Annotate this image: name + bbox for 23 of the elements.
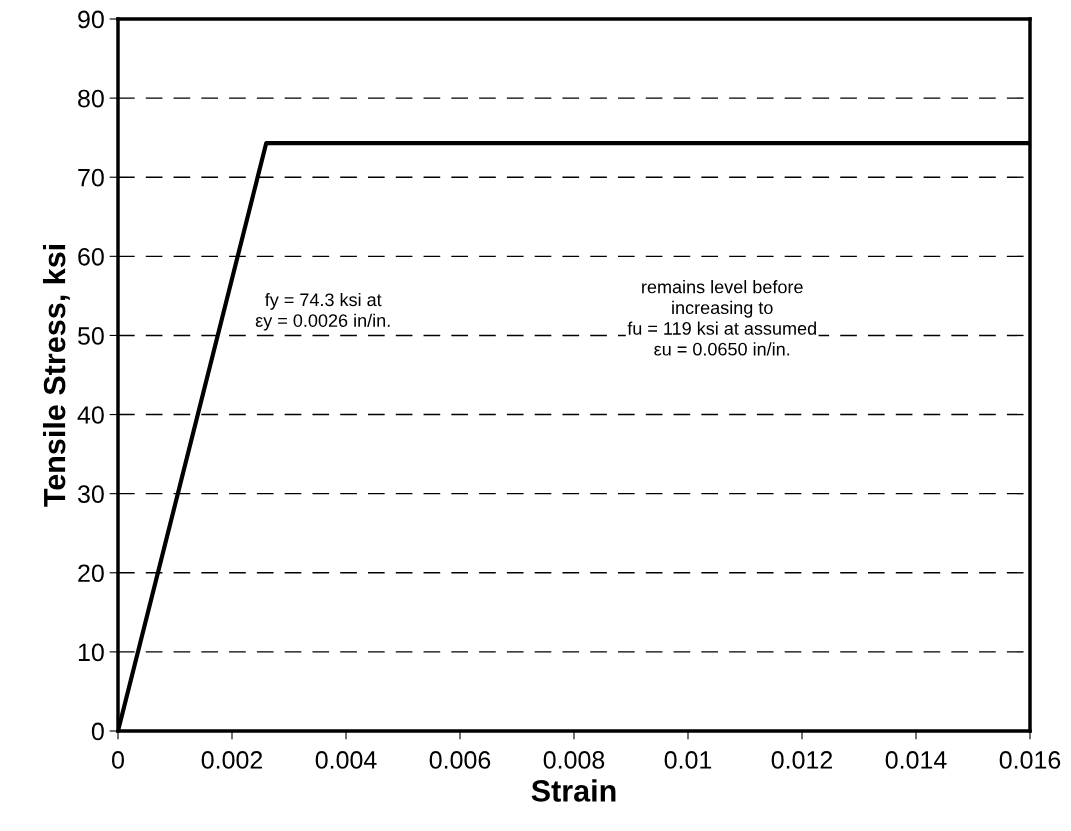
y-tick-label: 40 — [77, 406, 104, 424]
y-axis-title: Tensile Stress, ksi — [42, 244, 70, 507]
y-tick-label: 0 — [91, 722, 104, 741]
y-tick-label: 60 — [78, 247, 104, 266]
y-tick-label: 90 — [78, 10, 104, 29]
y-tick-label: 30 — [77, 485, 104, 503]
x-tick-label: 0.006 — [429, 751, 491, 769]
x-tick-label: 0.004 — [315, 751, 377, 769]
x-tick-label: 0.01 — [664, 751, 712, 769]
x-tick-label: 0.014 — [885, 751, 947, 769]
annotation: fy = 74.3 ksi at εy = 0.0026 in/in. — [255, 292, 390, 331]
x-axis-title: Strain — [531, 779, 616, 802]
annotation: remains level before increasing to fu = 119 ksi at assumed εu = 0.0650 in/in. — [627, 280, 816, 356]
x-tick-label: 0.008 — [543, 751, 605, 769]
y-tick-label: 20 — [78, 564, 104, 583]
y-tick-label: 10 — [78, 643, 104, 662]
y-tick-label: 80 — [78, 89, 104, 108]
x-tick-label: 0 — [112, 751, 124, 769]
y-tick-label: 70 — [78, 168, 104, 187]
y-tick-label: 50 — [78, 327, 104, 345]
x-tick-label: 0.012 — [771, 751, 833, 769]
x-tick-label: 0.016 — [999, 751, 1061, 769]
x-tick-label: 0.002 — [201, 751, 263, 769]
